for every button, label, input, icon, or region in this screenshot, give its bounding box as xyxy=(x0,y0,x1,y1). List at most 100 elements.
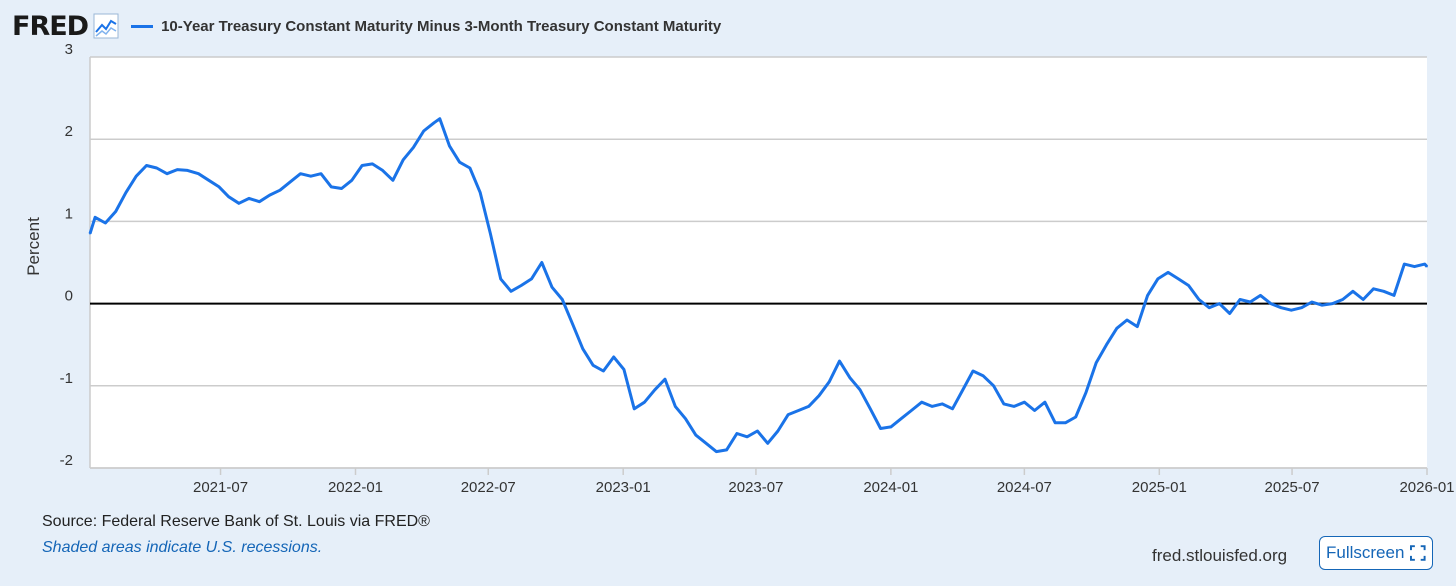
y-tick-label: 0 xyxy=(65,288,73,305)
data-point xyxy=(510,290,512,293)
y-axis-ticks: 3 2 1 0 -1 -2 xyxy=(60,41,73,469)
data-point xyxy=(869,408,872,410)
data-point xyxy=(602,370,605,372)
data-point xyxy=(1023,401,1026,404)
data-point xyxy=(1239,298,1241,301)
data-point xyxy=(1372,288,1375,290)
data-point xyxy=(1198,298,1200,301)
data-point xyxy=(787,413,789,416)
data-point xyxy=(238,202,240,205)
legend-swatch xyxy=(131,24,154,28)
data-point xyxy=(920,401,923,404)
data-point xyxy=(653,389,656,391)
data-point xyxy=(392,179,394,182)
data-point xyxy=(1270,302,1272,305)
data-point xyxy=(1033,409,1036,412)
data-point xyxy=(941,403,943,405)
legend-entry[interactable]: 10-Year Treasury Constant Maturity Minus… xyxy=(131,18,721,35)
data-point xyxy=(268,194,271,196)
data-point xyxy=(551,286,553,289)
data-point xyxy=(330,186,333,188)
data-point xyxy=(89,232,91,235)
data-point xyxy=(1085,391,1087,394)
x-tick-label: 2025-01 xyxy=(1132,479,1187,496)
x-axis-ticks: 2021-07 2022-01 2022-07 2023-01 2023-07 2024-… xyxy=(193,468,1455,496)
fullscreen-button[interactable]: Fullscreen xyxy=(1319,536,1433,570)
data-point xyxy=(402,159,405,161)
data-point xyxy=(1167,271,1169,274)
x-tick-label: 2024-01 xyxy=(863,479,918,496)
source-text: Source: Federal Reserve Bank of St. Loui… xyxy=(42,513,430,530)
data-point xyxy=(1136,325,1139,328)
data-point xyxy=(422,130,425,132)
data-point xyxy=(135,175,137,177)
data-point xyxy=(1228,312,1231,315)
fullscreen-label: Fullscreen xyxy=(1326,543,1405,562)
data-point xyxy=(208,179,210,182)
data-point xyxy=(951,408,954,410)
data-point xyxy=(1146,294,1149,297)
data-point xyxy=(623,368,625,371)
data-point xyxy=(982,375,985,377)
data-point xyxy=(736,432,738,435)
data-point xyxy=(1105,343,1108,346)
data-point xyxy=(530,278,533,280)
data-point xyxy=(1311,301,1313,303)
data-point xyxy=(227,195,230,198)
data-point xyxy=(797,409,800,412)
data-point xyxy=(592,364,594,367)
data-point xyxy=(725,449,728,451)
data-point xyxy=(412,146,415,149)
data-point xyxy=(664,378,666,381)
data-point xyxy=(1126,319,1128,321)
x-tick-label: 2023-01 xyxy=(596,479,651,496)
data-point xyxy=(838,360,841,362)
data-point xyxy=(1300,306,1303,309)
data-point xyxy=(859,389,861,391)
data-point xyxy=(218,186,220,188)
data-point xyxy=(197,172,200,175)
data-point xyxy=(439,117,441,120)
data-point xyxy=(1054,422,1056,424)
data-point xyxy=(1157,278,1159,280)
data-point xyxy=(582,348,584,350)
data-point xyxy=(1095,362,1097,364)
data-point xyxy=(777,430,779,432)
data-point xyxy=(931,405,933,408)
data-point xyxy=(705,442,707,445)
plot-area xyxy=(90,57,1427,468)
data-point xyxy=(381,169,384,172)
data-point xyxy=(1321,304,1323,307)
data-point xyxy=(361,164,363,167)
data-point xyxy=(1116,327,1118,330)
data-point xyxy=(1259,294,1262,297)
data-point xyxy=(351,179,353,182)
recession-note: Shaded areas indicate U.S. recessions. xyxy=(42,539,323,556)
data-point xyxy=(125,191,127,194)
y-tick-label: 2 xyxy=(65,123,73,140)
data-point xyxy=(992,385,995,387)
data-point xyxy=(541,261,543,264)
data-point xyxy=(1290,309,1293,312)
data-point xyxy=(433,122,435,124)
data-point xyxy=(1064,422,1067,424)
series-layer xyxy=(88,117,1429,454)
data-point xyxy=(756,430,759,432)
y-tick-label: -2 xyxy=(60,452,73,469)
data-point xyxy=(715,450,718,453)
data-point xyxy=(746,436,748,438)
data-point xyxy=(910,409,913,412)
y-axis-label: Percent xyxy=(24,217,43,276)
legend-label: 10-Year Treasury Constant Maturity Minus… xyxy=(161,17,722,35)
data-point xyxy=(371,163,374,165)
y-tick-label: 3 xyxy=(65,41,73,58)
data-point xyxy=(299,172,302,175)
y-tick-label: 1 xyxy=(65,205,73,222)
data-point xyxy=(155,167,158,169)
data-point xyxy=(633,408,635,410)
line-chart-icon xyxy=(93,13,119,39)
fred-logo[interactable]: FRED xyxy=(12,10,89,42)
site-link[interactable]: fred.stlouisfed.org xyxy=(1152,546,1288,565)
data-point xyxy=(520,284,522,287)
